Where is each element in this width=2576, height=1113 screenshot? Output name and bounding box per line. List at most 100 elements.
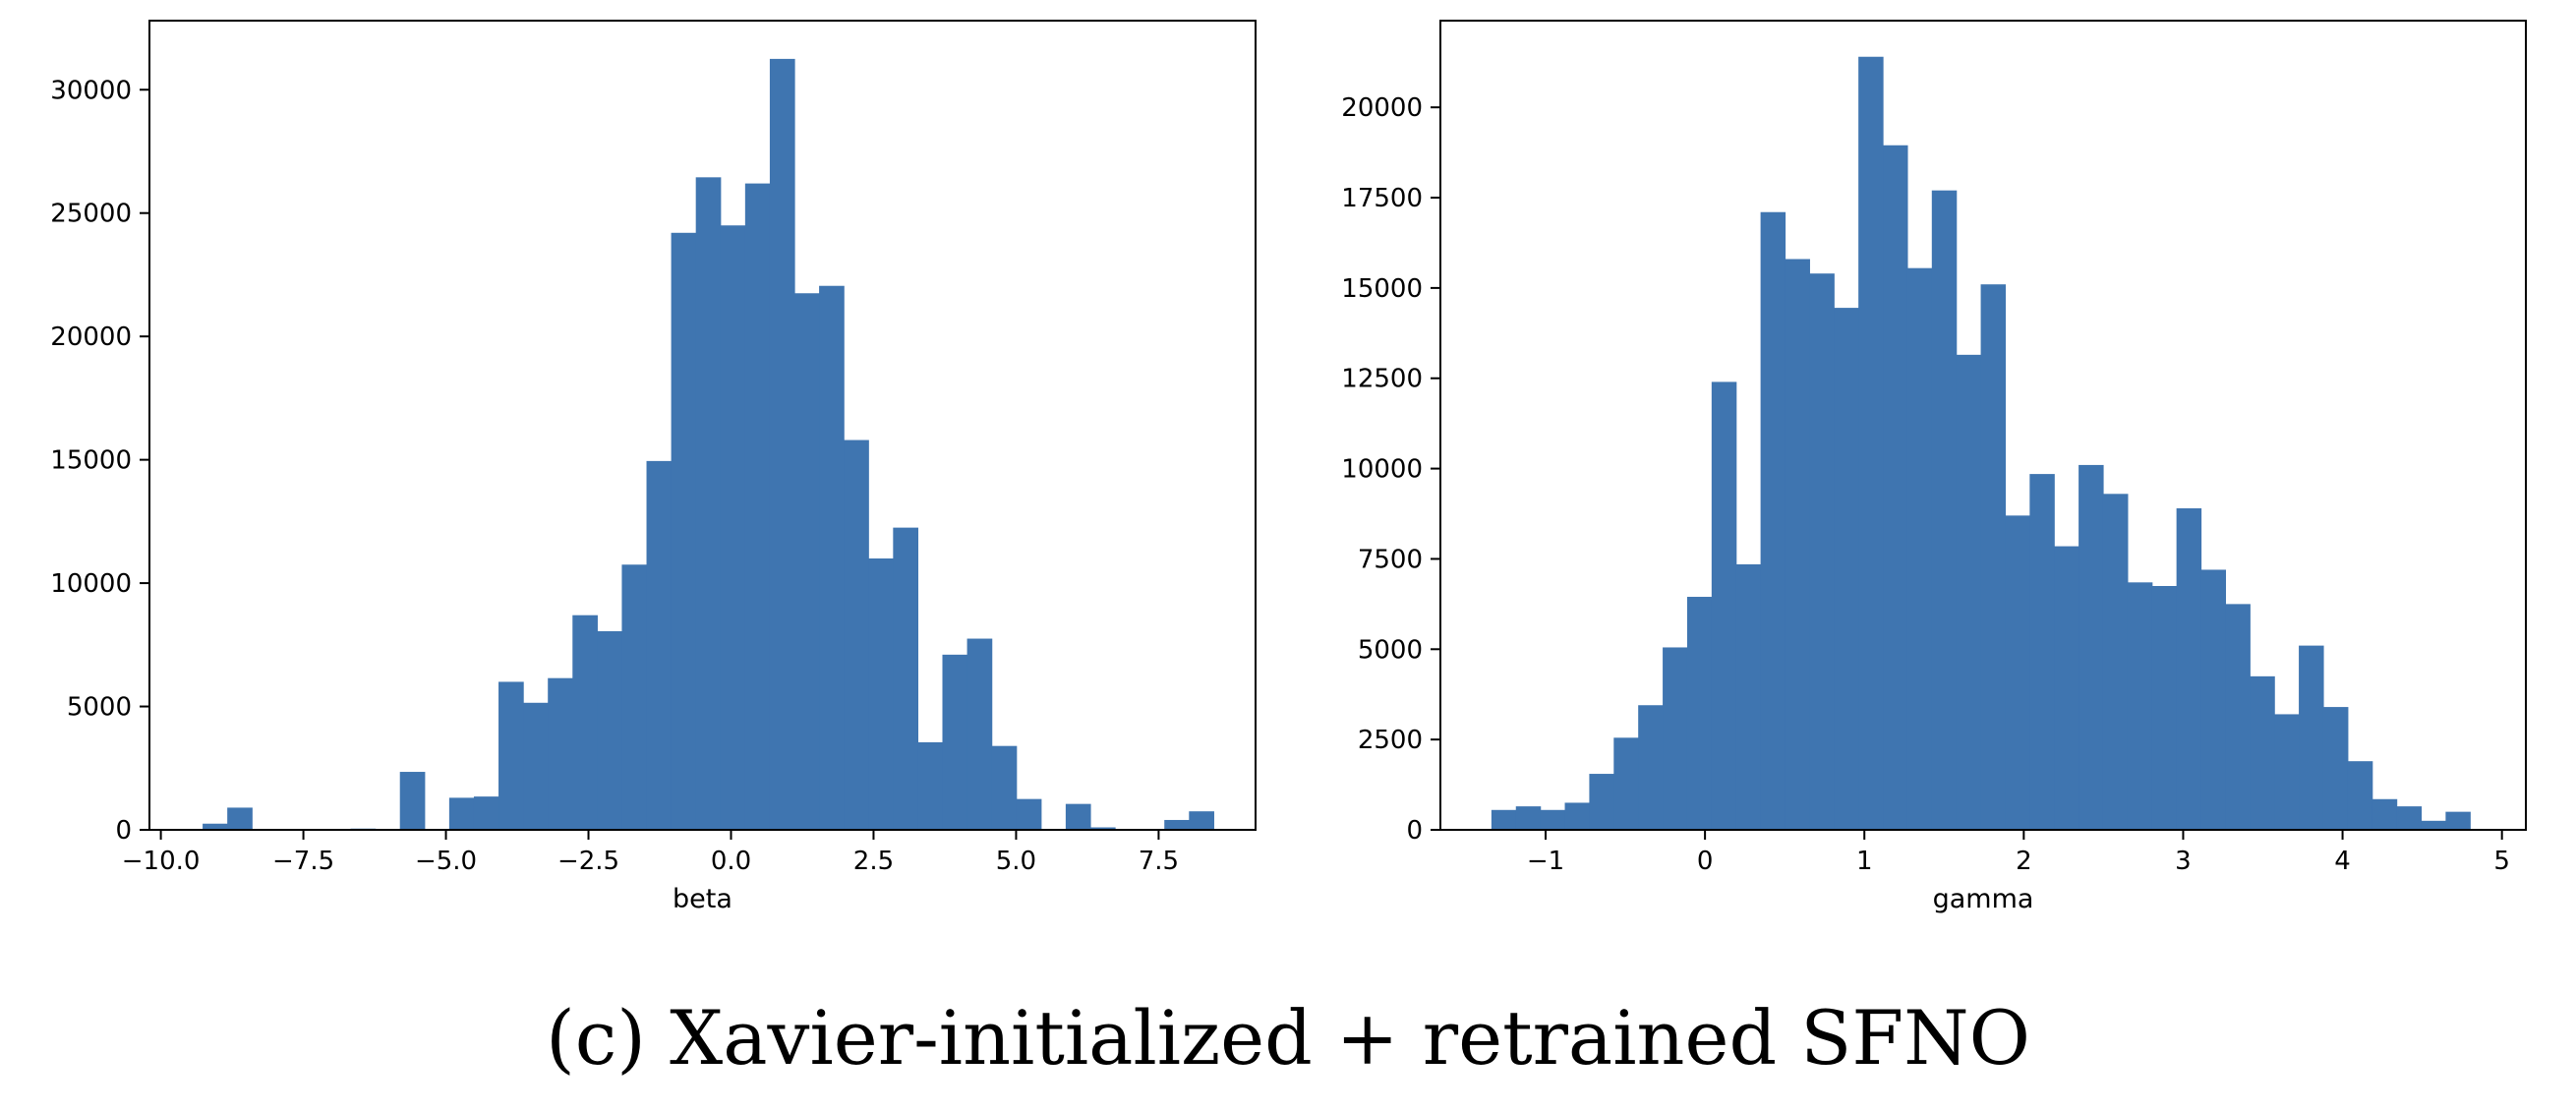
histogram-bar: [917, 741, 944, 830]
histogram-bar: [769, 58, 795, 830]
y-tick-label: 10000: [1341, 455, 1423, 485]
histogram-bar: [2151, 586, 2178, 830]
histogram-bar: [2347, 761, 2373, 830]
histogram-bar: [868, 557, 894, 830]
histogram-bar: [1164, 819, 1190, 830]
histogram-bar: [1491, 809, 1517, 830]
histogram-bar: [819, 285, 845, 831]
histogram-bar: [720, 225, 746, 830]
x-tick-label: −7.5: [272, 847, 334, 876]
histogram-bar: [2078, 464, 2104, 830]
histogram-bar: [1189, 811, 1214, 830]
y-tick-label: 5000: [1358, 635, 1423, 665]
y-tick-label: 2500: [1358, 726, 1423, 755]
histogram-bar: [1613, 737, 1639, 830]
x-tick-label: 2: [2016, 847, 2032, 876]
histogram-bar: [1089, 827, 1116, 830]
histogram-bar: [1686, 597, 1713, 830]
y-tick-label: 0: [115, 816, 132, 846]
histogram-bar: [1589, 774, 1614, 830]
histogram-bar: [2054, 546, 2079, 830]
histogram-bar: [695, 177, 722, 830]
histogram-bar: [1760, 211, 1786, 831]
histogram-bar: [646, 460, 673, 830]
x-tick-label: 4: [2334, 847, 2351, 876]
histogram-bar: [2322, 707, 2349, 830]
x-tick-label: 0.0: [711, 847, 751, 876]
y-tick-label: 7500: [1358, 545, 1423, 574]
histogram-bar: [621, 564, 648, 830]
x-tick-label: 5.0: [996, 847, 1036, 876]
plot-frame: [148, 20, 1257, 831]
histogram-bar: [2127, 582, 2153, 830]
histogram-bar: [1931, 190, 1958, 830]
y-tick-label: 5000: [67, 693, 132, 723]
y-tick-label: 12500: [1341, 365, 1423, 394]
histogram-bar: [523, 702, 549, 830]
histogram-bar: [2299, 645, 2324, 830]
histogram-bar: [1540, 809, 1566, 830]
histogram-bar: [572, 615, 598, 830]
histogram-bar: [1663, 647, 1688, 830]
histogram-bar: [1809, 273, 1835, 830]
y-tick-label: 20000: [50, 322, 132, 352]
x-tick-label: 0: [1697, 847, 1714, 876]
histogram-bar: [1711, 381, 1737, 830]
figure-caption: (c) Xavier-initialized + retrained SFNO: [546, 994, 2030, 1082]
histogram-bar: [2176, 508, 2202, 830]
histogram-bar: [2445, 811, 2471, 830]
histogram-bar: [399, 772, 426, 830]
histogram-bar: [942, 654, 968, 830]
histogram-bar: [844, 439, 869, 830]
histogram-bar: [1564, 802, 1591, 830]
histogram-bar: [448, 797, 475, 830]
histogram-bar: [2005, 515, 2030, 830]
histogram-bar: [1016, 798, 1042, 830]
y-tick-label: 20000: [1341, 93, 1423, 123]
y-tick-label: 10000: [50, 569, 132, 599]
histogram-bar: [2421, 820, 2446, 830]
y-tick-label: 30000: [50, 76, 132, 105]
x-tick-label: 7.5: [1139, 847, 1179, 876]
histogram-bar: [203, 823, 228, 830]
histogram-bar: [1883, 145, 1908, 830]
histogram-bar: [473, 796, 499, 830]
histogram-bar: [498, 681, 524, 830]
histogram-bar: [2250, 675, 2275, 830]
histogram-bar: [1834, 308, 1859, 831]
histogram-bar: [1065, 803, 1091, 830]
beta-histogram-panel: −10.0 −7.5 −5.0 −2.5 0.0 2.5 5.0 7.5 0 5000 10000 1…: [50, 20, 1257, 914]
histogram-bar: [2225, 604, 2251, 830]
histogram-bar: [1906, 267, 1933, 830]
x-tick-label: 5: [2493, 847, 2510, 876]
histogram-bar: [966, 638, 993, 830]
histogram-bar: [744, 183, 771, 831]
x-tick-label: 3: [2175, 847, 2192, 876]
y-tick-label: 15000: [1341, 274, 1423, 304]
histogram-bar: [597, 631, 623, 830]
histogram-bar: [2274, 714, 2300, 830]
gamma-histogram-panel: −1 0 1 2 3 4 5 0 2500 5000 7500 10000 12500 15000 1750…: [1341, 20, 2527, 914]
histogram-bar: [2371, 798, 2398, 830]
histogram-bar: [2396, 806, 2423, 830]
histogram-bar: [671, 232, 697, 831]
histogram-bar: [2029, 474, 2055, 830]
histogram-bar: [1515, 806, 1542, 830]
histogram-bar: [991, 745, 1018, 830]
histogram-bar: [1638, 705, 1664, 830]
x-tick-label: 1: [1856, 847, 1873, 876]
histogram-bar: [1956, 354, 1982, 830]
x-tick-label: −5.0: [415, 847, 477, 876]
x-tick-label: −1: [1527, 847, 1564, 876]
y-tick-label: 17500: [1341, 184, 1423, 213]
y-tick-label: 15000: [50, 446, 132, 476]
histogram-bar: [794, 293, 820, 830]
plot-frame: [1439, 20, 2527, 831]
x-tick-label: −10.0: [122, 847, 201, 876]
histogram-bar: [227, 807, 253, 830]
x-tick-label: −2.5: [557, 847, 619, 876]
y-tick-label: 25000: [50, 200, 132, 229]
histogram-bar: [1735, 563, 1762, 830]
y-tick-label: 0: [1406, 816, 1423, 846]
